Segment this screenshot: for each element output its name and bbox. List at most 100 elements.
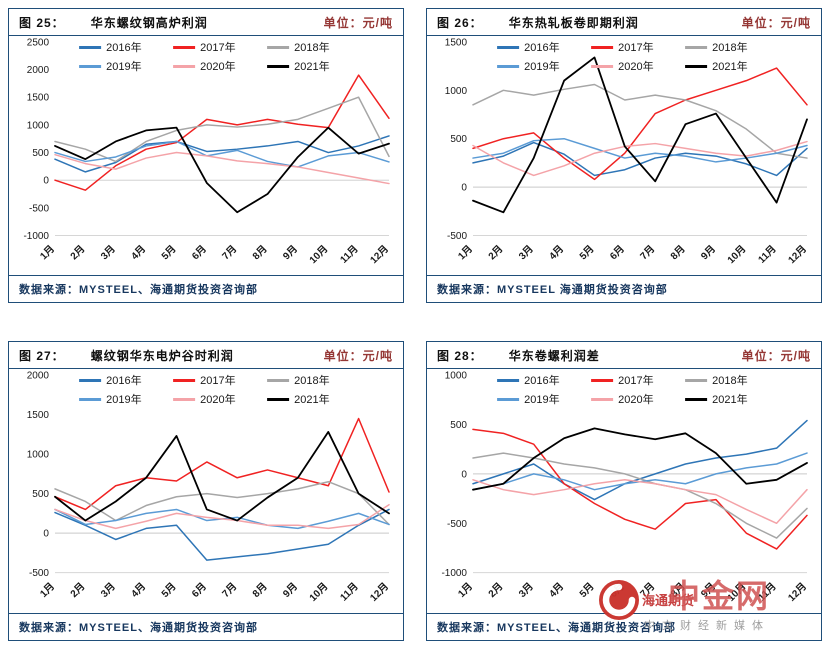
x-tick-label: 3月 <box>98 243 118 262</box>
series-line-2021年 <box>472 56 808 214</box>
data-source: 数据来源：MYSTEEL、海通期货投资咨询部 <box>427 613 821 640</box>
chart-area: 1500 1000 500 0 -500 1月 2月 3月 4月 5月 6月 7月 8月 9月 10月 11月… <box>427 36 821 275</box>
x-tick-label: 11月 <box>756 580 779 603</box>
series-line-2017年 <box>54 74 390 191</box>
x-tick-label: 12月 <box>786 243 809 266</box>
series-line-2019年 <box>472 137 808 163</box>
y-tick-label: 2000 <box>27 65 50 76</box>
y-tick-label: 1000 <box>27 120 50 131</box>
y-tick-label: 1500 <box>27 93 50 104</box>
y-tick-label: 500 <box>450 420 467 431</box>
series-line-2018年 <box>54 96 390 163</box>
x-tick-label: 11月 <box>756 243 779 266</box>
x-tick-label: 7月 <box>638 580 657 600</box>
chart-panel-fig27: 图 27： 螺纹钢华东电炉谷时利润 单位：元/吨 2000 1500 1000 500… <box>8 341 404 641</box>
x-tick-label: 8月 <box>250 243 270 262</box>
x-tick-label: 1月 <box>38 243 58 262</box>
data-source: 数据来源：MYSTEEL 海通期货投资咨询部 <box>427 275 821 302</box>
x-tick-label: 2月 <box>68 580 87 600</box>
data-source: 数据来源：MYSTEEL、海通期货投资咨询部 <box>9 613 403 640</box>
series-line-2019年 <box>54 140 390 168</box>
x-tick-label: 1月 <box>456 243 476 262</box>
y-tick-label: 2500 <box>27 37 50 48</box>
x-tick-label: 12月 <box>368 243 391 266</box>
x-tick-label: 4月 <box>129 243 149 262</box>
series-line-2020年 <box>54 151 390 185</box>
x-tick-label: 5月 <box>159 243 179 262</box>
series-line-2020年 <box>472 140 808 177</box>
chart-title: 华东热轧板卷即期利润 <box>508 16 639 30</box>
x-tick-label: 5月 <box>159 580 178 600</box>
y-tick-label: 500 <box>450 134 467 145</box>
y-tick-label: 0 <box>461 183 467 194</box>
x-tick-label: 9月 <box>699 580 718 600</box>
series-line-2017年 <box>472 67 808 181</box>
figure-label: 图 28： <box>437 349 483 363</box>
x-tick-label: 12月 <box>786 580 809 604</box>
series-line-2021年 <box>54 431 390 522</box>
series-line-2016年 <box>54 135 390 173</box>
x-tick-label: 10月 <box>307 243 330 266</box>
unit-label: 单位：元/吨 <box>323 349 393 363</box>
x-tick-label: 5月 <box>577 580 596 600</box>
series-line-2018年 <box>54 480 390 526</box>
series-line-2019年 <box>472 452 808 491</box>
y-tick-label: 500 <box>32 489 49 500</box>
x-tick-label: 6月 <box>189 243 209 262</box>
series-line-2018年 <box>472 83 808 159</box>
y-tick-label: -500 <box>447 231 467 242</box>
figure-label: 图 25： <box>19 16 65 30</box>
panel-header: 图 25： 华东螺纹钢高炉利润 单位：元/吨 <box>9 9 403 36</box>
chart-panel-fig25: 图 25： 华东螺纹钢高炉利润 单位：元/吨 2500 2000 1500 1000 5… <box>8 8 404 303</box>
x-tick-label: 8月 <box>250 580 269 600</box>
y-tick-label: 500 <box>32 148 49 159</box>
x-tick-label: 12月 <box>368 580 391 604</box>
y-tick-label: 2000 <box>27 371 50 382</box>
y-tick-label: 1000 <box>445 371 468 382</box>
x-tick-label: 4月 <box>547 243 567 262</box>
x-tick-label: 9月 <box>281 580 300 600</box>
x-tick-label: 1月 <box>38 580 57 600</box>
x-tick-label: 7月 <box>220 580 239 600</box>
y-tick-label: 1000 <box>27 450 50 461</box>
x-tick-label: 9月 <box>699 243 719 262</box>
figure-label: 图 27： <box>19 349 65 363</box>
y-tick-label: 0 <box>461 469 467 480</box>
y-tick-label: 1000 <box>445 86 468 97</box>
x-tick-label: 10月 <box>307 580 330 604</box>
x-tick-label: 3月 <box>516 243 536 262</box>
x-tick-label: 5月 <box>577 243 597 262</box>
x-tick-label: 2月 <box>68 243 88 262</box>
unit-label: 单位：元/吨 <box>741 349 811 363</box>
chart-panel-fig26: 图 26： 华东热轧板卷即期利润 单位：元/吨 1500 1000 500 0 -500… <box>426 8 822 303</box>
series-line-2017年 <box>472 428 808 550</box>
chart-title: 螺纹钢华东电炉谷时利润 <box>90 349 234 363</box>
series-line-2021年 <box>472 427 808 491</box>
x-tick-label: 2月 <box>486 243 506 262</box>
x-tick-label: 2月 <box>486 580 505 600</box>
series-line-2020年 <box>472 479 808 525</box>
x-tick-label: 7月 <box>638 243 658 262</box>
x-tick-label: 10月 <box>725 243 748 266</box>
unit-label: 单位：元/吨 <box>741 16 811 30</box>
y-tick-label: -500 <box>447 519 467 530</box>
x-tick-label: 11月 <box>338 580 361 603</box>
x-tick-label: 1月 <box>456 580 475 600</box>
x-tick-label: 6月 <box>189 580 208 600</box>
panel-header: 图 27： 螺纹钢华东电炉谷时利润 单位：元/吨 <box>9 342 403 369</box>
x-tick-label: 3月 <box>98 580 117 600</box>
chart-area: 2500 2000 1500 1000 500 0 -500 -1000 1月 2月 3月 4月 5月 6… <box>9 36 403 275</box>
panel-header: 图 28： 华东卷螺利润差 单位：元/吨 <box>427 342 821 369</box>
x-tick-label: 7月 <box>220 243 240 262</box>
y-tick-label: 1500 <box>27 410 50 421</box>
y-tick-label: -500 <box>29 203 49 214</box>
series-line-2021年 <box>54 126 390 214</box>
x-tick-label: 4月 <box>129 580 148 600</box>
series-line-2016年 <box>54 508 390 561</box>
x-tick-label: 6月 <box>607 243 627 262</box>
